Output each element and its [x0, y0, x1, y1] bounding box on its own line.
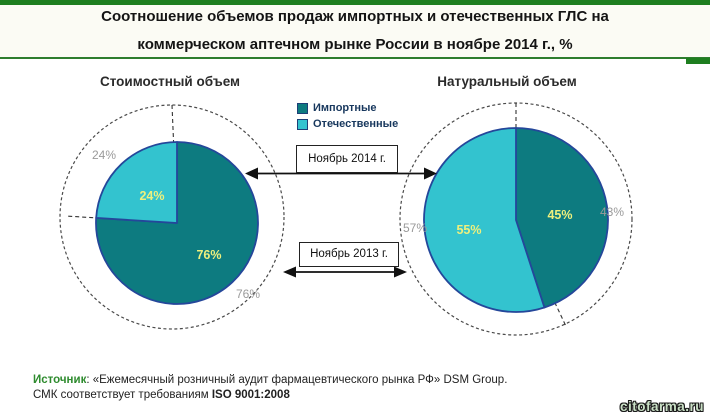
natural-ring-domestic-label: 57% [403, 221, 427, 235]
source-note: Источник: «Ежемесячный розничный аудит ф… [33, 373, 633, 402]
value-pie-imported-label: 76% [196, 248, 221, 262]
natural-pie-domestic-label: 55% [456, 223, 481, 237]
top-accent-bar-right [656, 0, 710, 8]
value-ring-domestic-label: 24% [92, 148, 116, 162]
arrow-2014 [245, 167, 437, 180]
value-ring-imported-label: 76% [236, 287, 260, 301]
page-title-line1: Соотношение объемов продаж импортных и о… [101, 8, 609, 25]
legend: Импортные Отечественные [297, 102, 398, 134]
arrow-2013 [283, 266, 407, 278]
imported-swatch-icon [297, 102, 308, 114]
title-area [0, 5, 710, 57]
value-volume-heading: Стоимостный объем [99, 74, 241, 89]
natural-pie-imported-label: 45% [547, 208, 572, 222]
callout-november-2014: Ноябрь 2014 г. [296, 145, 398, 173]
source-line1: Источник: «Ежемесячный розничный аудит ф… [33, 374, 508, 386]
pie-charts-canvas: 24% 76% 24% 76% 57% 43% 55% 45% [59, 102, 633, 336]
title-underline [0, 57, 710, 59]
source-line2: СМК соответствует требованиям ISO 9001:2… [33, 388, 290, 401]
iso-certification: ISO 9001:2008 [211, 388, 290, 401]
legend-imported-label: Импортные [313, 102, 377, 114]
generated-pie-shapes [59, 102, 633, 336]
natural-ring-imported-label: 43% [600, 205, 624, 219]
legend-domestic-label: Отечественные [313, 118, 399, 130]
watermark: citofarma.ru [619, 399, 704, 414]
source-label: Источник [33, 374, 87, 386]
legend-item-domestic: Отечественные [297, 118, 398, 130]
top-accent-bar [0, 0, 710, 5]
domestic-swatch-icon [297, 118, 308, 130]
callout-november-2013: Ноябрь 2013 г. [299, 242, 399, 267]
value-pie-domestic-label: 24% [139, 189, 164, 203]
legend-item-imported: Импортные [297, 102, 398, 114]
natural-volume-heading: Натуральный объем [437, 74, 577, 89]
page-title-line2: коммерческом аптечном рынке России в ноя… [137, 36, 573, 53]
title-underline-right [686, 58, 710, 64]
